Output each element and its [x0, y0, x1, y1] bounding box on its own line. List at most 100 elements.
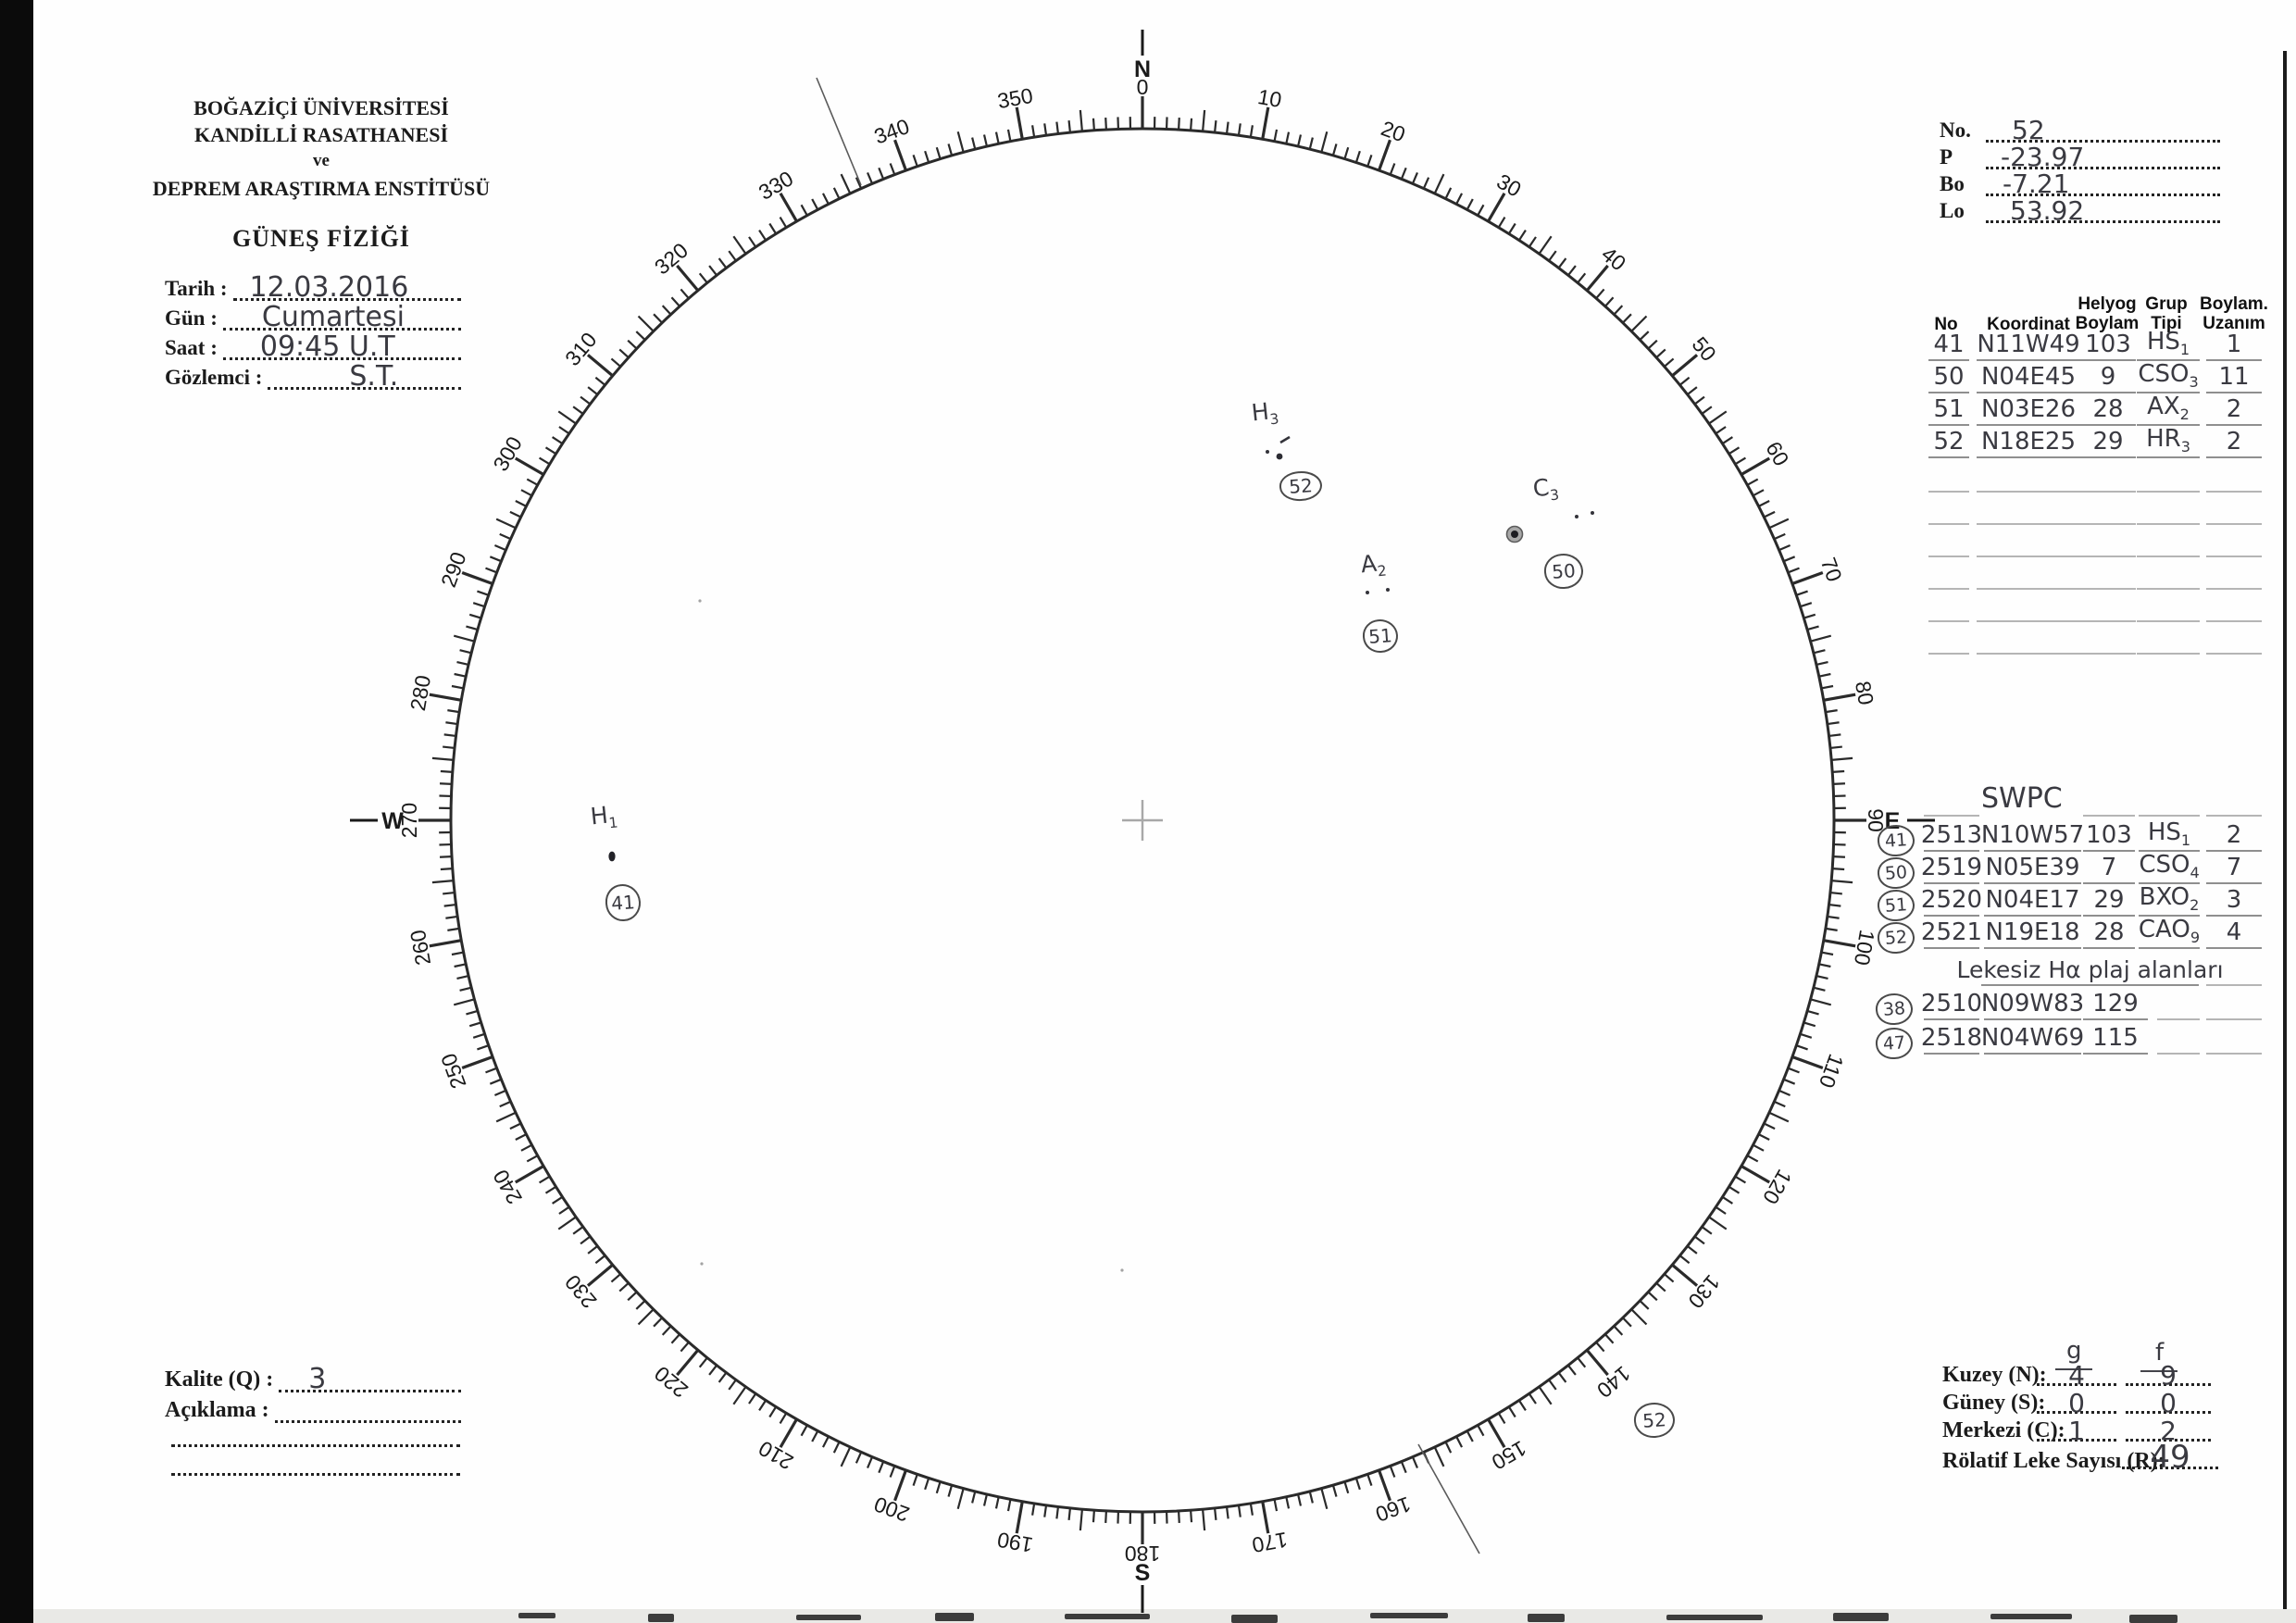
tick-23: [1411, 171, 1418, 184]
field-no-label: No.: [1940, 119, 1971, 142]
tick-77: [1816, 660, 1828, 667]
tick-110: [1791, 1055, 1824, 1069]
swpc-extra-47-col-1: N04W69: [1981, 1023, 2084, 1055]
tick-214: [748, 1392, 757, 1405]
tick-241: [526, 1155, 539, 1163]
tick-61: [1746, 478, 1759, 486]
group-row-52-value-4: 2: [2226, 428, 2242, 456]
tick-135: [1630, 1308, 1648, 1326]
tick-44: [1622, 313, 1632, 324]
tick-73: [1803, 613, 1816, 619]
tick-13: [1296, 134, 1303, 147]
col-header-no: No: [1934, 315, 1958, 334]
tick-202: [878, 1461, 885, 1474]
aciklama-extra-line-2: [171, 1453, 460, 1476]
swpc-title-line-2: [2083, 815, 2135, 817]
empty-row-5-col-1: [1977, 620, 2080, 622]
empty-row-1-col-2: [2080, 491, 2136, 493]
tick-11: [1273, 129, 1279, 142]
tick-84: [1829, 745, 1842, 750]
tick-68: [1783, 556, 1796, 563]
swpc-row-50-col-1: N05E39: [1984, 853, 2081, 884]
tick-277: [443, 733, 456, 738]
tick-275: [431, 756, 454, 761]
tick-303: [552, 436, 564, 445]
tick-281: [451, 684, 464, 690]
tick-199: [912, 1473, 918, 1486]
field-tarih-value: 12.03.2016: [249, 271, 409, 304]
tick-246: [499, 1100, 512, 1108]
tick-310: [586, 354, 614, 378]
tick-191: [1006, 1499, 1012, 1512]
degree-label-190: 190: [995, 1528, 1034, 1557]
degree-label-130: 130: [1683, 1270, 1725, 1313]
tick-102: [1818, 963, 1831, 968]
tick-93: [1832, 855, 1846, 858]
tick-117: [1758, 1133, 1770, 1142]
tick-40: [1585, 264, 1609, 292]
tick-276: [443, 745, 455, 750]
swpc-extra-47-col-0: 2518: [1921, 1023, 1982, 1055]
group-51-spot-2: [1386, 588, 1390, 592]
cardinal-n: N: [1134, 56, 1151, 82]
tick-291: [485, 567, 498, 574]
group-row-41-value-2: 103: [2085, 331, 2131, 358]
tick-201: [889, 1465, 896, 1478]
tick-38: [1567, 265, 1577, 277]
tick-60: [1741, 456, 1771, 476]
tick-301: [538, 456, 551, 466]
tick-83: [1828, 733, 1841, 738]
tick-139: [1595, 1342, 1605, 1353]
count-guney-g-line: 0: [2037, 1388, 2116, 1418]
header-line-2: KANDİLLİ RASATHANESİ: [193, 123, 449, 146]
tick-248: [489, 1078, 502, 1085]
tick-278: [445, 721, 458, 726]
degree-label-270: 270: [397, 803, 421, 838]
tick-64: [1763, 510, 1776, 518]
tick-173: [1225, 1506, 1229, 1519]
field-p-value: -23.97: [2001, 142, 2085, 172]
tick-174: [1213, 1507, 1217, 1520]
tick-217: [718, 1371, 728, 1383]
col-header-f-underline: [2140, 1370, 2177, 1372]
tick-36: [1548, 250, 1557, 262]
speck-3: [1120, 1268, 1124, 1272]
tick-308: [587, 386, 599, 395]
field-bo-label: Bo: [1940, 172, 1965, 195]
tick-157: [1411, 1456, 1418, 1469]
degree-label-290: 290: [436, 549, 471, 591]
degree-label-240: 240: [488, 1166, 527, 1208]
tick-52: [1686, 386, 1698, 395]
tick-16: [1331, 144, 1338, 156]
tick-45: [1630, 315, 1648, 332]
tick-197: [935, 1481, 942, 1494]
tick-295: [495, 518, 517, 530]
tick-99: [1825, 927, 1838, 931]
tick-294: [499, 532, 512, 541]
tick-293: [493, 544, 506, 552]
tick-245: [495, 1111, 517, 1123]
tick-107: [1803, 1021, 1816, 1028]
degree-label-20: 20: [1378, 116, 1408, 146]
tick-166: [1308, 1491, 1314, 1504]
scan-blot-2: [648, 1614, 674, 1622]
tick-238: [544, 1185, 557, 1194]
degree-label-300: 300: [488, 432, 527, 475]
field-saat-line: 09:45 U.T: [222, 331, 461, 363]
tick-125: [1708, 1216, 1728, 1230]
empty-row-5-col-2: [2080, 620, 2136, 622]
tick-235: [557, 1216, 577, 1230]
tick-176: [1190, 1510, 1193, 1523]
tick-86: [1832, 769, 1845, 773]
tick-221: [680, 1342, 690, 1353]
tick-207: [821, 1436, 830, 1448]
field-lo-value: 53.92: [2010, 195, 2085, 226]
tick-185: [1079, 1509, 1083, 1531]
tick-230: [586, 1263, 614, 1287]
tick-311: [610, 357, 621, 368]
tick-19: [1366, 155, 1373, 168]
tick-243: [515, 1133, 527, 1142]
tick-210: [779, 1418, 798, 1449]
tick-145: [1538, 1386, 1553, 1405]
swpc-row-50-value-3: CSO4: [2139, 850, 2200, 881]
